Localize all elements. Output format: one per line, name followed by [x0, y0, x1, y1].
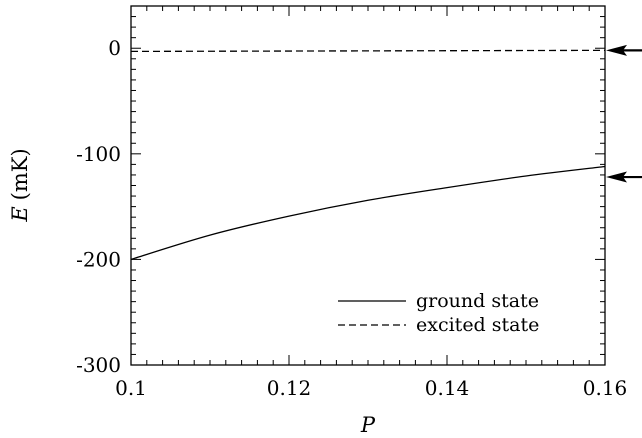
y-tick-label: 0 — [108, 36, 121, 60]
y-tick-label: -100 — [76, 142, 121, 166]
y-axis-title: E (mK) — [8, 148, 32, 222]
y-tick-label: -300 — [76, 353, 121, 377]
arrow-annotations — [606, 44, 642, 183]
x-tick-label: 0.16 — [583, 376, 628, 400]
x-tick-label: 0.12 — [267, 376, 312, 400]
y-axis-unit: (mK) — [8, 148, 32, 200]
axis-ticks — [130, 5, 606, 366]
y-axis-symbol: E — [8, 206, 32, 222]
y-tick-label: -200 — [76, 247, 121, 271]
series-lines — [130, 49, 606, 261]
legend-label-0: ground state — [416, 290, 539, 312]
x-tick-label: 0.1 — [115, 376, 147, 400]
x-axis-title: P — [360, 413, 376, 437]
arrow-head — [606, 44, 627, 56]
x-tick-label: 0.14 — [425, 376, 470, 400]
series-line-0 — [130, 165, 606, 261]
arrow-head — [606, 171, 627, 183]
legend-label-1: excited state — [416, 314, 539, 336]
series-line-1 — [130, 49, 606, 53]
